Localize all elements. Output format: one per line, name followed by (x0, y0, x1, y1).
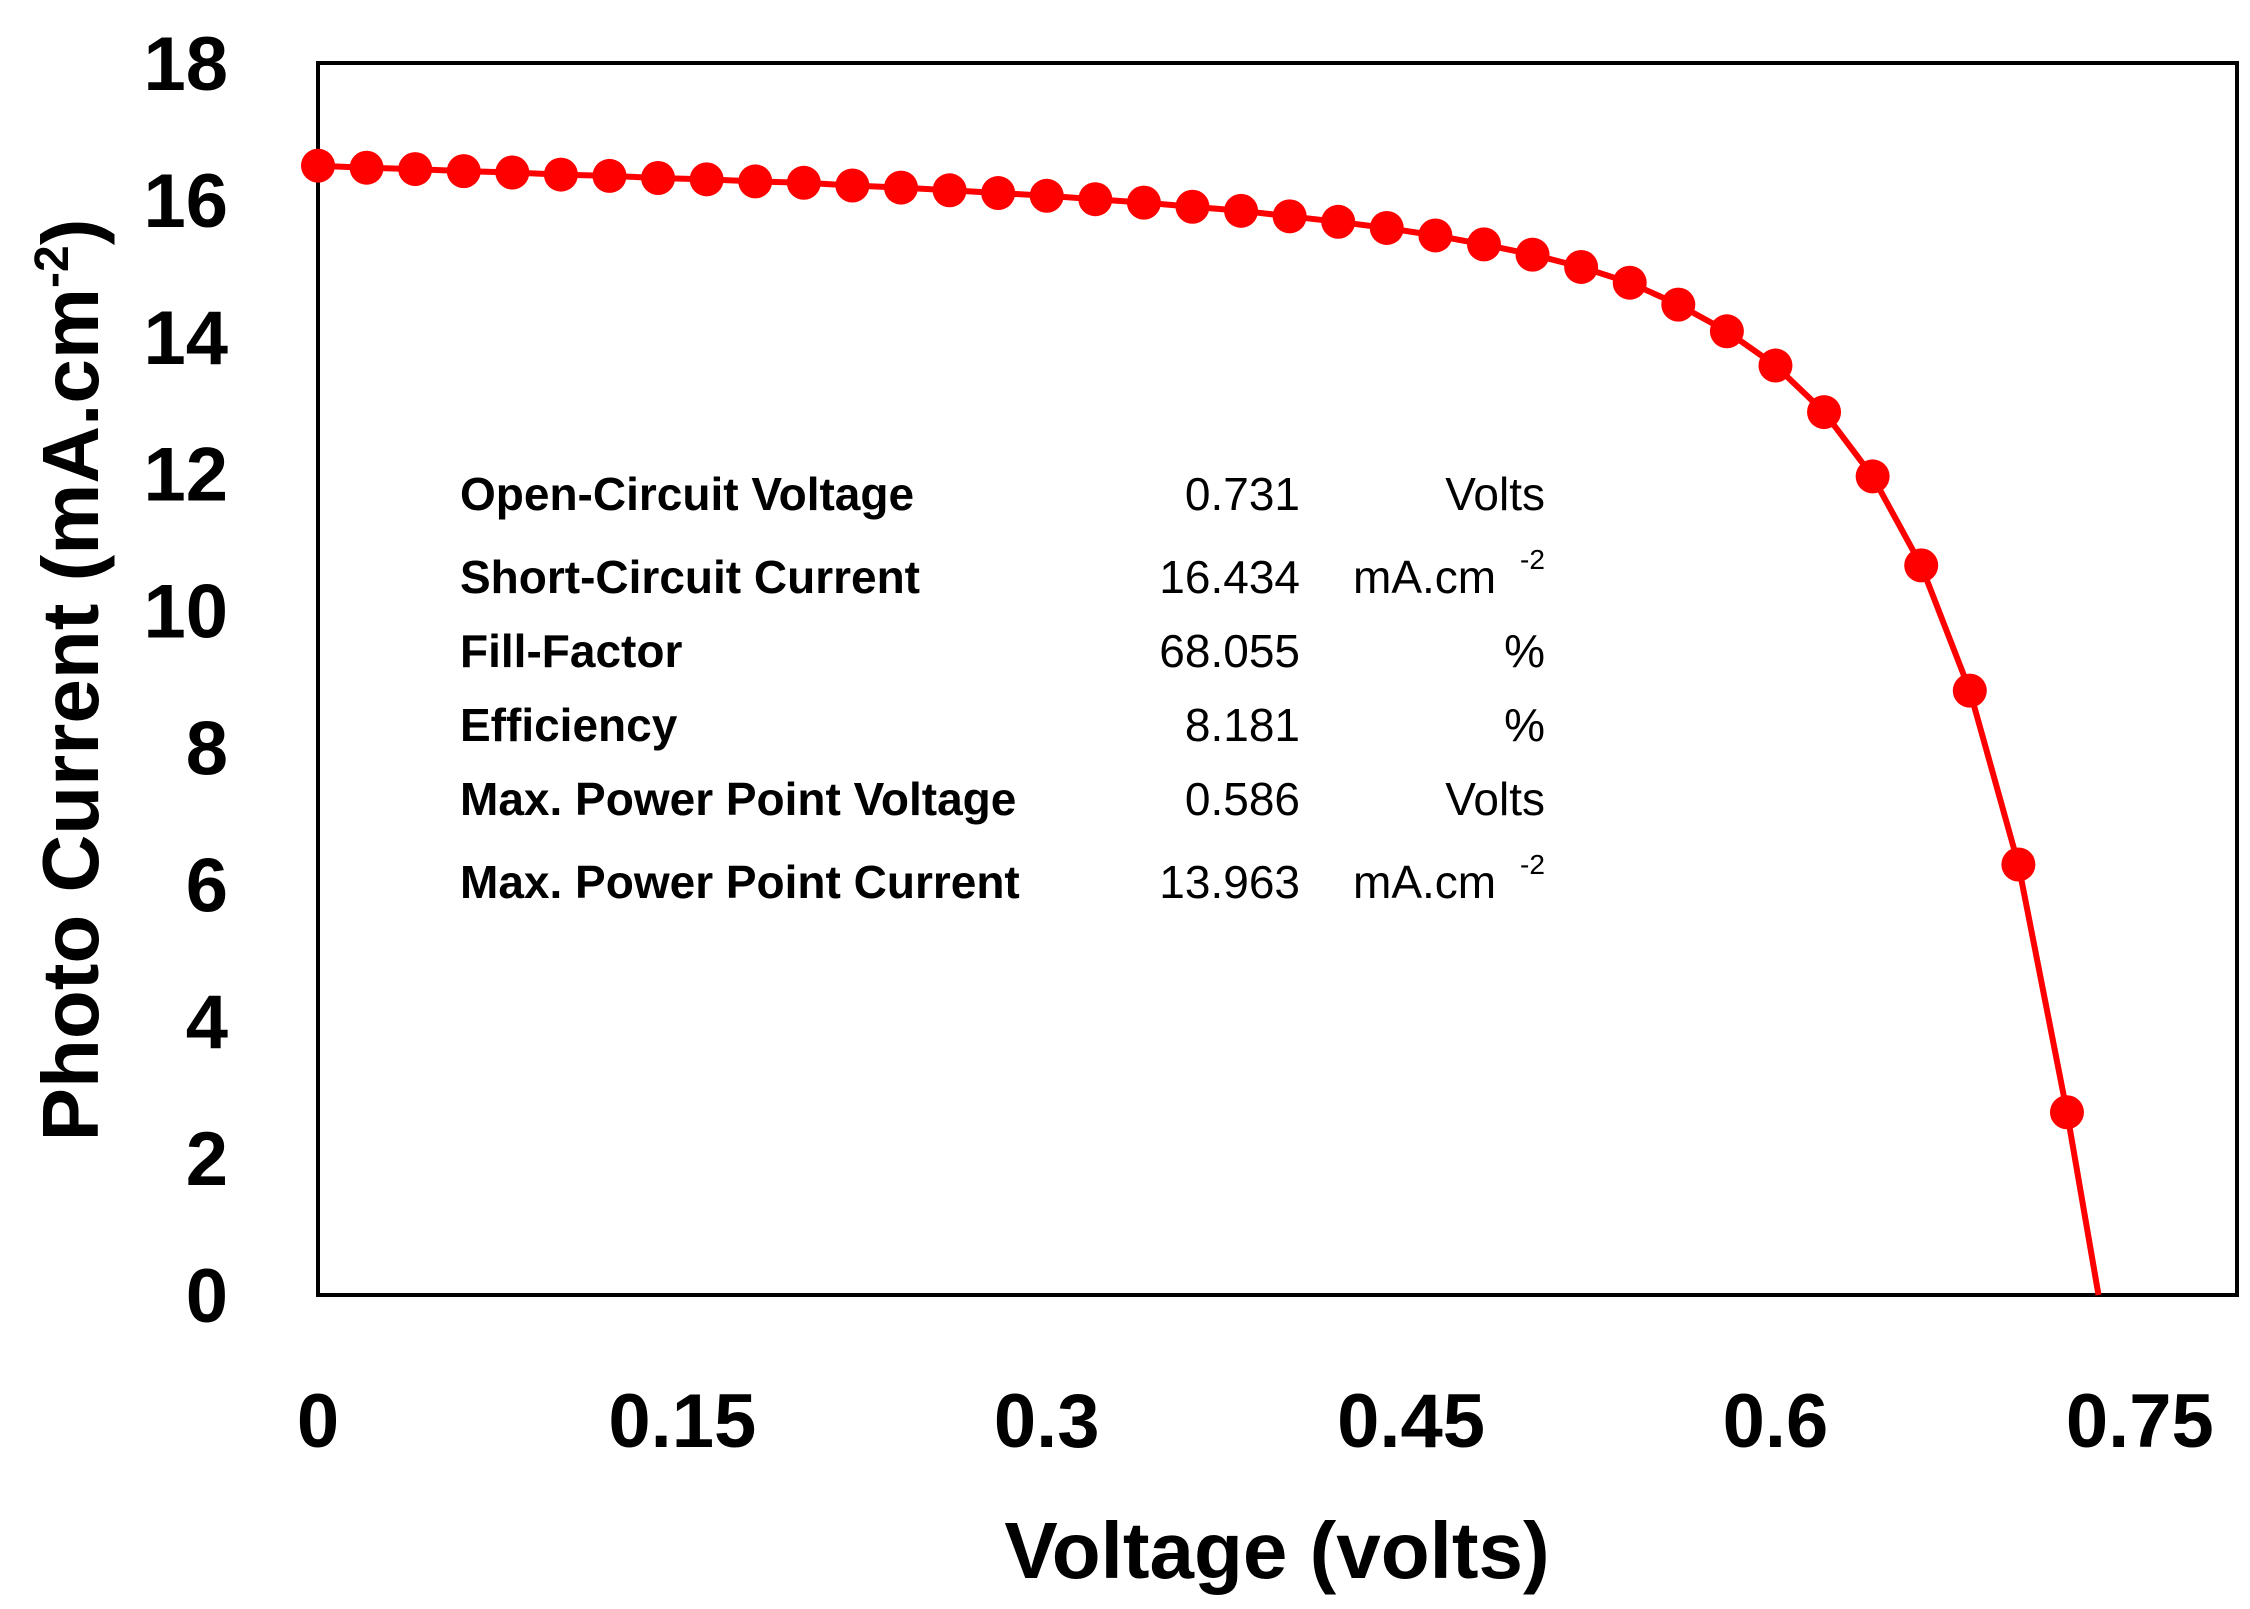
data-point (1515, 237, 1550, 272)
y-axis-title-close: ) (26, 219, 115, 246)
parameter-unit-superscript: -2 (1520, 849, 1545, 880)
data-point (1029, 178, 1064, 213)
y-tick-label: 8 (186, 706, 228, 791)
series-layer (301, 148, 2102, 1296)
y-axis-title: Photo Current (mA.cm-2) (26, 219, 115, 1142)
parameter-label: Open-Circuit Voltage (460, 468, 914, 520)
data-point (1564, 249, 1599, 284)
y-axis-title-main: Photo Current (mA.cm (26, 288, 115, 1141)
x-tick-label: 0.15 (608, 1379, 756, 1464)
y-axis-ticks: 0 2 4 6 8 10 12 14 16 18 (143, 22, 228, 1339)
data-point (349, 150, 384, 185)
parameter-value: 0.586 (1185, 773, 1300, 825)
data-point (495, 155, 530, 190)
parameter-value: 8.181 (1185, 699, 1300, 751)
parameters-table: Open-Circuit Voltage 0.731 Volts Short-Circ… (460, 468, 1545, 908)
data-point (2001, 847, 2036, 882)
parameter-unit: % (1504, 699, 1545, 751)
data-point (1321, 204, 1356, 239)
y-tick-label: 16 (143, 159, 228, 244)
data-point (738, 164, 773, 199)
data-point (981, 176, 1016, 211)
data-point (1904, 548, 1939, 583)
data-point (835, 168, 870, 203)
parameter-unit: mA.cm (1353, 856, 1496, 908)
data-point (689, 162, 724, 197)
parameter-label: Max. Power Point Current (460, 856, 1020, 908)
data-point (1224, 193, 1259, 228)
parameter-label: Max. Power Point Voltage (460, 773, 1016, 825)
parameter-unit-superscript: -2 (1520, 544, 1545, 575)
parameter-value: 0.731 (1185, 468, 1300, 520)
y-tick-label: 0 (186, 1254, 228, 1339)
data-point (592, 158, 627, 193)
parameter-label: Short-Circuit Current (460, 551, 920, 603)
data-point (786, 165, 821, 200)
y-tick-label: 12 (143, 433, 228, 518)
data-point (2049, 1095, 2084, 1130)
x-tick-label: 0.45 (1337, 1379, 1485, 1464)
data-point (398, 152, 433, 187)
y-tick-label: 2 (186, 1117, 228, 1202)
data-point (1855, 459, 1890, 494)
data-point (1466, 227, 1501, 262)
data-point (641, 160, 676, 195)
data-point (1807, 395, 1842, 430)
data-point (1612, 265, 1647, 300)
y-tick-label: 18 (143, 22, 228, 107)
x-axis-ticks: 0 0.15 0.3 0.45 0.6 0.75 (297, 1379, 2214, 1464)
y-tick-label: 10 (143, 570, 228, 655)
parameter-value: 68.055 (1159, 625, 1300, 677)
parameter-unit: Volts (1445, 468, 1545, 520)
y-axis-title-sup: -2 (26, 245, 79, 288)
y-tick-label: 6 (186, 843, 228, 928)
parameter-unit: Volts (1445, 773, 1545, 825)
x-tick-label: 0.3 (994, 1379, 1100, 1464)
parameter-label: Efficiency (460, 699, 678, 751)
plot-frame (316, 61, 2239, 1297)
y-tick-label: 4 (186, 980, 228, 1065)
data-point (883, 170, 918, 205)
parameter-value: 16.434 (1159, 551, 1300, 603)
data-point (1126, 185, 1161, 220)
y-tick-label: 14 (143, 296, 228, 381)
data-point (1078, 182, 1113, 217)
data-point (932, 173, 967, 208)
data-point (1661, 287, 1696, 322)
data-point (1418, 218, 1453, 253)
data-point (1758, 348, 1793, 383)
data-point (1709, 314, 1744, 349)
parameter-value: 13.963 (1159, 856, 1300, 908)
parameter-label: Fill-Factor (460, 625, 682, 677)
x-axis-title: Voltage (volts) (1004, 1506, 1549, 1595)
data-point (301, 148, 335, 183)
data-point (446, 154, 481, 189)
data-point (1175, 189, 1210, 224)
parameter-unit: mA.cm (1353, 551, 1496, 603)
data-point (1369, 210, 1404, 245)
x-tick-label: 0.75 (2066, 1379, 2214, 1464)
data-point (1272, 199, 1307, 234)
parameter-unit: % (1504, 625, 1545, 677)
x-tick-label: 0 (297, 1379, 339, 1464)
data-point (543, 157, 578, 192)
data-point (1952, 673, 1987, 708)
x-tick-label: 0.6 (1723, 1379, 1829, 1464)
